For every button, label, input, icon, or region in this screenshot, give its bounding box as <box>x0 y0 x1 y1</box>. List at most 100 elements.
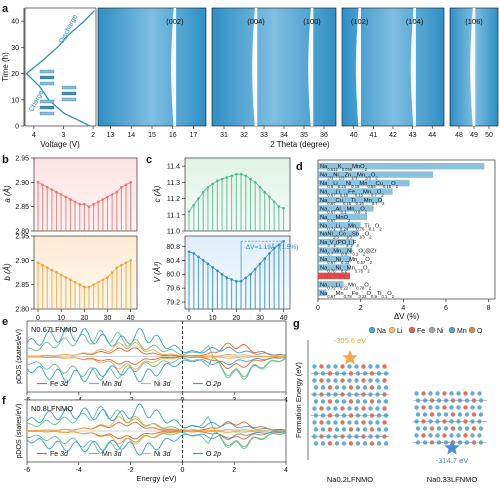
a-peak-line <box>171 8 177 127</box>
g-atom <box>320 399 326 404</box>
a-ytick-label: 10 <box>11 97 19 104</box>
g-atom <box>347 420 352 425</box>
g-atom <box>326 406 331 411</box>
g-atom <box>382 420 387 425</box>
g-atom <box>435 433 440 438</box>
a-theta-tick-label: 14 <box>127 132 135 139</box>
g-star-na033 <box>444 440 460 455</box>
panel-letter-b: b <box>2 154 9 166</box>
e-curve <box>26 341 286 357</box>
d-bar <box>318 289 327 296</box>
g-atom <box>421 405 426 410</box>
d-xlabel: ΔV (%) <box>394 312 420 321</box>
g-structure-na02 <box>311 364 389 446</box>
a-layer-stack-icon <box>39 69 55 74</box>
d-label: Na0.76Ni0.2Mn0.76O2 <box>320 265 370 273</box>
g-legend-atom <box>408 326 416 334</box>
g-atom <box>442 433 447 438</box>
g-atom <box>470 391 475 396</box>
g-atom <box>376 441 382 446</box>
g-atom <box>355 385 361 390</box>
c-xtick-label: 0 <box>187 315 191 322</box>
d-bar <box>318 205 374 212</box>
g-atom <box>464 412 470 417</box>
d-bar <box>318 179 410 187</box>
f-xtick-label: -4 <box>76 467 82 474</box>
g-atom <box>312 420 317 425</box>
g-atom <box>313 427 319 432</box>
a-layer-stack-icon <box>61 85 77 90</box>
g-atom <box>414 405 419 410</box>
g-atom <box>382 406 387 411</box>
g-atom <box>362 399 368 404</box>
g-atom <box>478 426 484 431</box>
d-label: Na0.67Mn0.78Fe0.22O0.9Ti0.1O2 <box>320 291 395 299</box>
a-theta-tick-label: 31 <box>220 132 228 139</box>
g-label-na02: Na0.2LFNMO <box>327 475 373 484</box>
e-legend-label: O 2p <box>206 381 221 388</box>
g-atom <box>354 378 359 383</box>
g-atom <box>319 364 324 369</box>
e-curve <box>26 357 287 381</box>
g-ylabel: Formation Energy (eV) <box>294 362 303 438</box>
f-ylabel: pDOS (states/eV) <box>16 404 23 459</box>
a-ytick-label: 0 <box>15 124 19 131</box>
a-peak-line <box>410 8 416 127</box>
d-bar <box>318 222 361 229</box>
g-atom <box>313 399 319 404</box>
d-label: Na0.6Li0.15Ni0.15Mn0.55Cu0.15O2 <box>320 181 399 189</box>
g-atom <box>340 378 345 383</box>
e-curve <box>26 357 287 383</box>
g-atom <box>368 406 373 411</box>
g-atom <box>334 427 340 432</box>
a-ytick-label: 40 <box>11 19 19 26</box>
f-xtick-label: -6 <box>24 467 30 474</box>
c-c-ytick-label: 11.1 <box>167 212 180 219</box>
f-legend-label: O 2p <box>206 451 221 458</box>
g-atom <box>375 378 380 383</box>
g-atom <box>334 399 340 404</box>
g-atom <box>327 427 333 432</box>
c-xtick-label: 40 <box>280 315 288 322</box>
g-legend-label: Li <box>397 328 403 335</box>
e-curve <box>27 356 286 370</box>
g-atom <box>313 441 319 446</box>
g-atom <box>327 399 333 404</box>
a-theta-tick-label: 43 <box>409 132 417 139</box>
d-bar <box>318 171 434 178</box>
g-atom <box>471 426 477 431</box>
g-atom <box>428 391 433 396</box>
g-atom <box>422 412 428 417</box>
g-atom <box>369 385 375 390</box>
a-peak-label: (104) <box>406 17 424 26</box>
d-bar <box>318 255 352 263</box>
c-c-ytick-label: 11.0 <box>167 229 180 236</box>
g-atom <box>348 399 354 404</box>
g-atom <box>312 378 317 383</box>
a-xrd-map-segment <box>97 7 207 127</box>
a-peak-line <box>252 8 258 127</box>
a-theta-tick-label: 40 <box>350 132 358 139</box>
e-curve <box>26 329 287 380</box>
g-atom <box>429 426 435 431</box>
a-layer-stack-icon <box>61 91 77 96</box>
g-atom <box>383 441 389 446</box>
c-xtick-label: 20 <box>232 315 240 322</box>
a-peak-label: (102) <box>351 17 369 26</box>
c-xtick-label: 30 <box>256 315 264 322</box>
b-a-ytick-label: 2.80 <box>15 229 29 236</box>
g-atom <box>375 420 380 425</box>
g-atom <box>368 378 373 383</box>
c-v-ytick-label: 79.2 <box>166 300 180 307</box>
g-atom <box>382 378 387 383</box>
c-c-ytick-label: 11.4 <box>167 164 180 171</box>
g-legend-label: Na <box>377 328 386 335</box>
f-xtick-label: 4 <box>284 467 288 474</box>
g-atom <box>312 406 317 411</box>
g-legend-label: O <box>477 328 483 335</box>
d-label: Na0.72Li0.22Mn0.78O2 <box>320 282 372 290</box>
g-atom <box>428 433 433 438</box>
g-atom <box>341 441 347 446</box>
g-atom <box>421 391 426 396</box>
g-atom <box>355 427 361 432</box>
